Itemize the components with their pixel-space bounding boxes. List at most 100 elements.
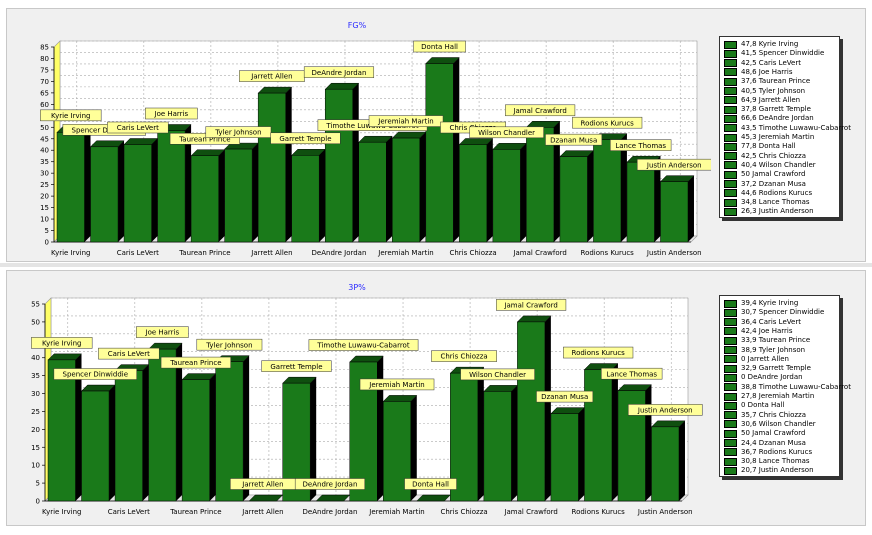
bar-side xyxy=(419,132,426,242)
bar-top xyxy=(315,494,351,502)
data-label-jarrett-allen: Jarrett Allen xyxy=(230,478,296,490)
legend-swatch xyxy=(724,114,737,123)
bar-top xyxy=(291,149,326,156)
bar-side xyxy=(486,138,493,242)
bar-side xyxy=(553,121,560,242)
bar-spencer-dinwiddie xyxy=(80,384,116,502)
data-label-text: Jamal Crawford xyxy=(512,107,566,115)
bar-top xyxy=(382,395,418,402)
bar-front xyxy=(291,155,320,243)
bar-justin-anderson xyxy=(659,175,695,243)
legend-item: 36,7 Rodions Kurucs xyxy=(724,448,812,457)
legend-text: 66,6 DeAndre Jordan xyxy=(741,114,814,123)
bar-front xyxy=(526,127,555,243)
y-tick-label: 20 xyxy=(31,426,40,434)
data-label-text: Kyrie Irving xyxy=(51,112,91,120)
x-tick-label: Jamal Crawford xyxy=(512,249,566,257)
bar-top xyxy=(181,373,217,380)
legend-text: 43,5 Timothe Luwawu-Cabarrot xyxy=(741,123,851,132)
x-tick-label: Caris LeVert xyxy=(117,249,159,257)
data-label-chris-chiozza: Chris Chiozza xyxy=(431,350,497,362)
data-label-text: Spencer Dinwiddie xyxy=(72,126,137,134)
legend-swatch xyxy=(724,457,737,466)
x-tick-label: Jeremiah Martin xyxy=(368,508,424,516)
data-label-box xyxy=(270,132,341,145)
bar-side xyxy=(118,140,125,242)
data-label-box xyxy=(136,326,189,338)
bar-side xyxy=(544,315,551,501)
legend-swatch xyxy=(724,170,737,179)
legend-item: 38,8 Timothe Luwawu-Cabarrot xyxy=(724,383,851,392)
data-label-text: Rodions Kurucs xyxy=(581,119,635,127)
legend-swatch xyxy=(724,373,737,382)
legend-item: 44,6 Rodions Kurucs xyxy=(724,189,812,198)
x-tick-label: Chris Chiozza xyxy=(449,249,496,257)
legend-text: 48,6 Joe Harris xyxy=(741,67,793,76)
legend-item: 40,5 Tyler Johnson xyxy=(724,87,805,96)
x-tick-label: Rodions Kurucs xyxy=(572,508,626,516)
bar-front xyxy=(651,426,680,502)
y-tick-label: 55 xyxy=(31,301,40,309)
bar-side xyxy=(285,87,292,243)
legend-text: 47,8 Kyrie Irving xyxy=(741,40,799,48)
x-tick-label: Justin Anderson xyxy=(637,508,693,516)
data-label-joe-harris: Joe Harris xyxy=(136,326,189,338)
legend-text: 26,3 Justin Anderson xyxy=(741,207,814,216)
data-label-kyrie-irving: Kyrie Irving xyxy=(31,337,93,349)
legend-swatch xyxy=(724,77,737,86)
bar-top xyxy=(282,376,317,384)
legend-text: 64,9 Jarrett Allen xyxy=(741,95,801,104)
legend-item: 41,5 Spencer Dinwiddie xyxy=(724,49,824,58)
legend-item: 40,4 Wilson Chandler xyxy=(724,161,816,170)
bar-dzanan-musa xyxy=(550,407,586,502)
bar-side xyxy=(386,136,393,242)
bar-wilson-chandler xyxy=(492,143,527,243)
data-label-box xyxy=(505,104,576,117)
data-label-justin-anderson: Justin Anderson xyxy=(627,404,703,416)
y-tick-label: 35 xyxy=(31,372,40,380)
data-label-tyler-johnson: Tyler Johnson xyxy=(196,338,263,351)
data-label-rodions-kurucs: Rodions Kurucs xyxy=(563,346,634,359)
data-label-text: Caris LeVert xyxy=(117,124,159,132)
legend-swatch xyxy=(724,87,737,95)
y-tick-label: 40 xyxy=(31,354,40,362)
legend-item: 32,9 Garrett Temple xyxy=(724,364,811,373)
bar-top xyxy=(358,135,393,143)
legend-item: 20,7 Justin Anderson xyxy=(724,466,814,475)
data-label-text: Dzanan Musa xyxy=(541,393,588,401)
bar-side xyxy=(520,143,527,242)
bar-caris-levert xyxy=(114,364,150,502)
data-label-box xyxy=(31,337,93,349)
legend-text: 0 Jarrett Allen xyxy=(741,354,789,363)
bar-spencer-dinwiddie xyxy=(89,140,125,243)
legend-text: 45,3 Jeremiah Martin xyxy=(741,133,815,141)
legend-swatch xyxy=(724,59,737,68)
data-label-rodions-kurucs: Rodions Kurucs xyxy=(572,116,643,129)
bar-lance-thomas xyxy=(617,384,653,502)
bar-side xyxy=(410,395,417,501)
legend-text: 33,9 Taurean Prince xyxy=(741,336,811,345)
bar-top xyxy=(516,315,552,323)
legend-item: 42,5 Caris LeVert xyxy=(724,59,801,68)
legend-text: 44,6 Rodions Kurucs xyxy=(741,188,813,197)
legend-text: 36,4 Caris LeVert xyxy=(741,317,801,326)
bar-front xyxy=(459,144,488,243)
legend-item: 48,6 Joe Harris xyxy=(724,68,792,77)
legend-swatch xyxy=(724,336,737,345)
legend-item: 37,8 Garrett Temple xyxy=(724,105,811,114)
data-label-joe-harris: Joe Harris xyxy=(145,107,198,120)
data-label-text: Tyler Johnson xyxy=(214,129,261,137)
bar-top xyxy=(80,384,116,392)
bar-jarrett-allen xyxy=(257,86,293,243)
bar-side xyxy=(477,367,484,501)
legend-swatch xyxy=(724,40,737,49)
data-label-text: Dzanan Musa xyxy=(550,136,597,144)
y-tick-label: 10 xyxy=(40,216,49,224)
bar-top xyxy=(324,82,360,90)
data-label-tyler-johnson: Tyler Johnson xyxy=(205,126,272,138)
legend-item: 0 DeAndre Jordan xyxy=(724,373,803,382)
data-label-box xyxy=(536,390,594,403)
bar-side xyxy=(252,143,259,242)
legend-swatch xyxy=(724,383,737,392)
bar-joe-harris xyxy=(147,342,183,502)
